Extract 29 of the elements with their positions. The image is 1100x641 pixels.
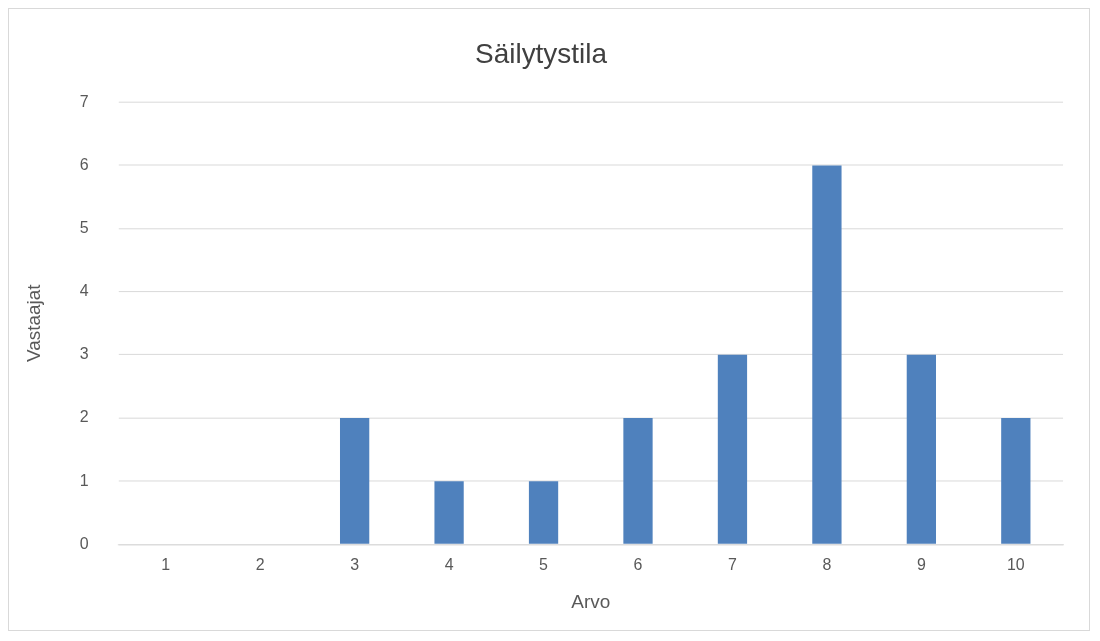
- x-tick-label: 10: [1006, 556, 1025, 574]
- bar: [623, 418, 653, 544]
- chart-title: Säilytystila: [475, 38, 608, 70]
- bar: [906, 354, 937, 544]
- y-tick-label: 1: [79, 471, 89, 489]
- bar: [1001, 418, 1031, 544]
- x-tick-label: 6: [633, 556, 643, 574]
- x-tick-label: 1: [161, 556, 171, 574]
- bar: [717, 354, 748, 544]
- bar: [812, 165, 842, 544]
- y-tick-label: 3: [79, 345, 89, 363]
- y-axis-title: Vastaajat: [22, 283, 44, 363]
- y-tick-label: 2: [79, 408, 89, 426]
- x-axis-title: Arvo: [571, 590, 611, 612]
- x-tick-label: 7: [728, 556, 738, 574]
- bar: [434, 481, 464, 544]
- x-tick-label: 9: [916, 556, 926, 574]
- x-tick-label: 5: [539, 556, 549, 574]
- bar: [528, 481, 559, 544]
- x-tick-label: 4: [444, 556, 454, 574]
- x-tick-label: 8: [822, 556, 832, 574]
- x-tick-label: 3: [350, 556, 360, 574]
- x-tick-label: 2: [255, 556, 265, 574]
- y-tick-label: 6: [79, 155, 89, 173]
- y-tick-label: 0: [79, 534, 89, 552]
- y-tick-label: 4: [79, 282, 89, 300]
- y-tick-label: 5: [79, 218, 89, 236]
- y-tick-label: 7: [79, 92, 89, 110]
- bar: [339, 418, 370, 544]
